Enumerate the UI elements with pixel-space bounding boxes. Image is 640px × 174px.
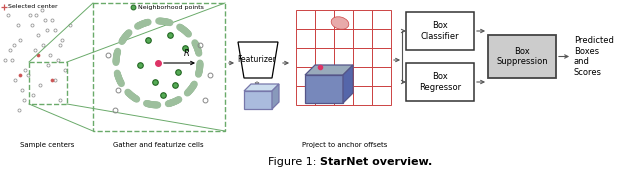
Text: Box
Classifier: Box Classifier — [420, 21, 460, 41]
Polygon shape — [238, 42, 278, 78]
Bar — [315, 48, 334, 67]
Bar — [29, 62, 67, 104]
Text: Project to anchor offsets: Project to anchor offsets — [302, 142, 388, 148]
Bar — [296, 29, 315, 48]
Bar — [244, 91, 272, 109]
Bar — [353, 86, 372, 105]
Text: Predicted
Boxes
and
Scores: Predicted Boxes and Scores — [574, 36, 614, 77]
Bar — [372, 86, 391, 105]
Bar — [296, 48, 315, 67]
Bar — [93, 3, 225, 131]
Bar — [406, 63, 474, 101]
Bar — [334, 29, 353, 48]
Text: Box
Suppression: Box Suppression — [496, 47, 548, 66]
Bar — [315, 29, 334, 48]
Bar — [334, 67, 353, 86]
Bar — [305, 75, 343, 103]
Bar — [353, 48, 372, 67]
Polygon shape — [244, 84, 279, 91]
Bar — [353, 67, 372, 86]
Bar — [372, 10, 391, 29]
Text: Sample centers: Sample centers — [20, 142, 74, 148]
Text: Selected center: Selected center — [8, 5, 58, 10]
Bar — [315, 86, 334, 105]
Text: Gather and featurize cells: Gather and featurize cells — [113, 142, 204, 148]
Bar — [488, 35, 556, 78]
Text: Figure 1:: Figure 1: — [268, 157, 320, 167]
Bar — [353, 29, 372, 48]
Text: R: R — [184, 49, 190, 58]
Text: Neighborhood points: Neighborhood points — [138, 5, 204, 10]
Bar — [296, 67, 315, 86]
Bar — [334, 10, 353, 29]
Bar — [334, 48, 353, 67]
Bar — [296, 10, 315, 29]
Bar — [353, 10, 372, 29]
Bar — [334, 86, 353, 105]
Ellipse shape — [331, 17, 349, 29]
Bar — [296, 86, 315, 105]
Text: StarNet overview.: StarNet overview. — [320, 157, 432, 167]
Bar — [372, 29, 391, 48]
Polygon shape — [305, 65, 353, 75]
Bar — [372, 67, 391, 86]
Polygon shape — [343, 65, 353, 103]
Text: Box
Regressor: Box Regressor — [419, 72, 461, 92]
Text: Featurizer: Featurizer — [237, 56, 276, 65]
Bar — [372, 48, 391, 67]
Bar — [315, 10, 334, 29]
Bar — [315, 67, 334, 86]
Bar — [406, 12, 474, 50]
Polygon shape — [272, 84, 279, 109]
